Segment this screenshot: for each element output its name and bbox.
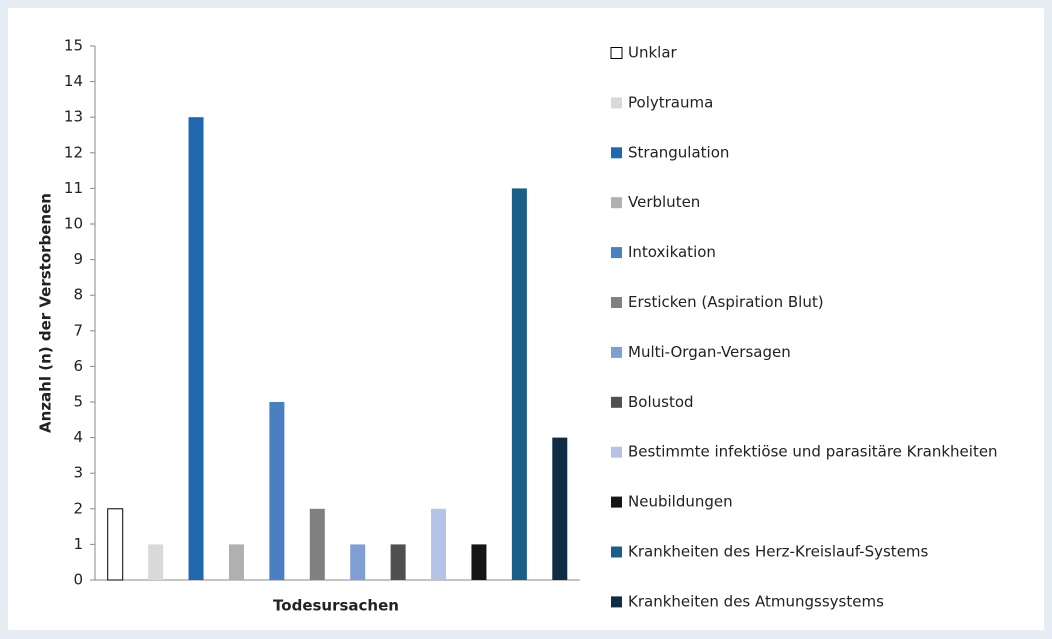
legend-swatch [611, 247, 622, 259]
y-tick-label: 13 [64, 108, 83, 126]
legend-swatch [611, 297, 622, 308]
legend-swatch [611, 147, 622, 159]
legend-swatch [611, 197, 622, 209]
bar [552, 437, 568, 580]
bar [350, 544, 366, 580]
bar [471, 544, 487, 580]
legend-swatch [611, 346, 622, 358]
legend-label: Unklar [628, 44, 678, 62]
y-tick-label: 8 [73, 286, 83, 304]
legend-label: Neubildungen [628, 493, 733, 511]
legend-label: Verbluten [628, 193, 700, 211]
legend-swatch [611, 596, 622, 608]
x-axis-label: Todesursachen [273, 597, 399, 615]
legend-label: Ersticken (Aspiration Blut) [628, 293, 824, 311]
y-tick-label: 12 [64, 143, 83, 161]
bar [188, 117, 204, 580]
bar [431, 508, 447, 580]
legend-swatch [610, 47, 623, 59]
legend-label: Polytrauma [628, 93, 713, 111]
y-tick-label: 9 [73, 250, 83, 268]
y-tick-label: 7 [73, 321, 83, 339]
y-tick-label: 4 [73, 428, 83, 446]
y-tick-label: 14 [64, 72, 83, 90]
y-tick-label: 5 [73, 393, 83, 411]
legend-label: Krankheiten des Herz-Kreislauf-Systems [628, 543, 929, 561]
bar [511, 188, 527, 580]
bar [228, 544, 244, 580]
y-tick-label: 0 [73, 571, 83, 589]
legend-label: Intoxikation [628, 243, 716, 261]
legend-label: Krankheiten des Atmungssystems [628, 592, 884, 610]
legend-swatch [611, 496, 622, 508]
y-tick-label: 11 [64, 179, 83, 197]
legend-label: Multi-Organ-Versagen [628, 343, 791, 361]
y-tick-label: 6 [73, 357, 83, 375]
bar [107, 508, 124, 581]
bar [390, 544, 406, 580]
y-tick-label: 1 [73, 535, 83, 553]
bar [269, 402, 285, 580]
legend-label: Bolustod [628, 393, 694, 411]
y-tick-label: 3 [73, 464, 83, 482]
legend-label: Strangulation [628, 143, 729, 161]
y-tick-label: 10 [64, 215, 83, 233]
y-tick-label: 2 [73, 499, 83, 517]
y-tick-label: 15 [64, 37, 83, 55]
legend-swatch [611, 546, 622, 558]
legend-label: Bestimmte infektiöse und parasitäre Kran… [628, 443, 998, 461]
legend-swatch [611, 446, 622, 458]
bar [309, 508, 325, 580]
legend-swatch [611, 97, 622, 109]
bar [148, 544, 164, 580]
y-axis-label: Anzahl (n) der Verstorbenen [37, 193, 55, 433]
legend-swatch [611, 396, 622, 408]
